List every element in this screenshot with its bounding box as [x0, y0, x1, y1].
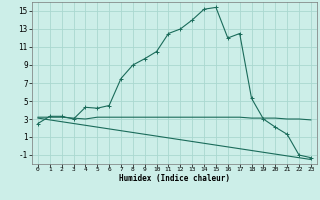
X-axis label: Humidex (Indice chaleur): Humidex (Indice chaleur)	[119, 174, 230, 183]
